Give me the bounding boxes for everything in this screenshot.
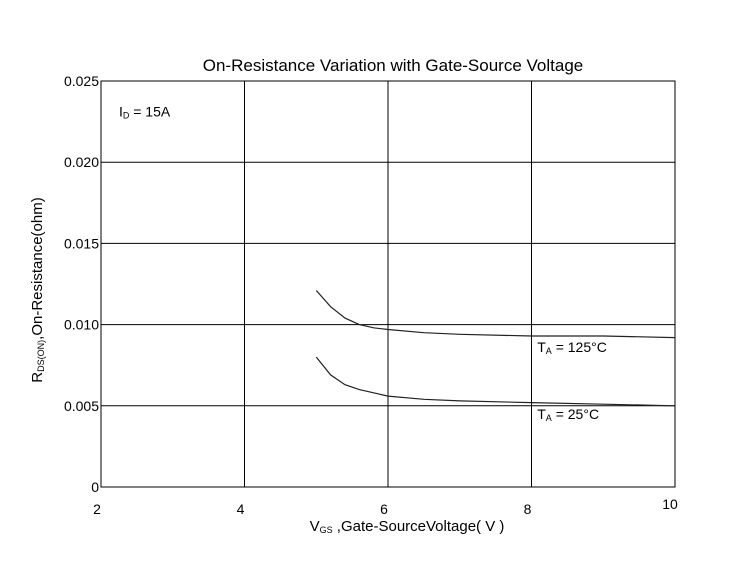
x-axis-label-sub: GS xyxy=(320,525,333,535)
annotation-3: TA = 25°C xyxy=(537,406,599,423)
chart-title: On-Resistance Variation with Gate-Source… xyxy=(203,56,584,75)
y-tick-labels: 0 0.005 0.010 0.015 0.020 0.025 xyxy=(64,73,99,495)
x-axis-label: VGS ,Gate-SourceVoltage( V ) xyxy=(310,518,505,535)
annotation-1: ID = 15A xyxy=(119,104,171,121)
x-axis-label-main: V xyxy=(310,518,320,535)
x-tick-label: 10 xyxy=(662,496,678,512)
series-line-1 xyxy=(315,290,676,339)
x-tick-labels: 2 4 6 8 10 xyxy=(93,496,678,517)
y-tick-label: 0 xyxy=(91,479,99,495)
x-tick-label: 2 xyxy=(93,501,101,517)
y-tick-label: 0.020 xyxy=(64,154,99,170)
annotation-2: TA = 125°C xyxy=(537,339,607,356)
y-tick-label: 0.005 xyxy=(64,398,99,414)
series-group xyxy=(315,290,676,407)
y-tick-label: 0.010 xyxy=(64,317,99,333)
y-axis-label-sub: DS(ON) xyxy=(36,340,46,372)
x-tick-label: 6 xyxy=(380,501,388,517)
x-tick-label: 4 xyxy=(237,501,245,517)
y-axis-label-main: R xyxy=(29,372,46,383)
y-tick-label: 0.015 xyxy=(64,235,99,251)
x-tick-label: 8 xyxy=(524,501,532,517)
annotations: ID = 15A TA = 125°C TA = 25°C xyxy=(119,104,607,423)
x-axis-label-rest: ,Gate-SourceVoltage( V ) xyxy=(333,518,505,535)
grid xyxy=(101,81,675,487)
series-line-2 xyxy=(315,356,676,407)
plot-frame xyxy=(100,80,676,488)
y-tick-label: 0.025 xyxy=(64,73,99,89)
y-axis-label: RDS(ON),On-Resistance(ohm) xyxy=(29,197,46,382)
y-axis-label-rest: ,On-Resistance(ohm) xyxy=(29,197,46,340)
